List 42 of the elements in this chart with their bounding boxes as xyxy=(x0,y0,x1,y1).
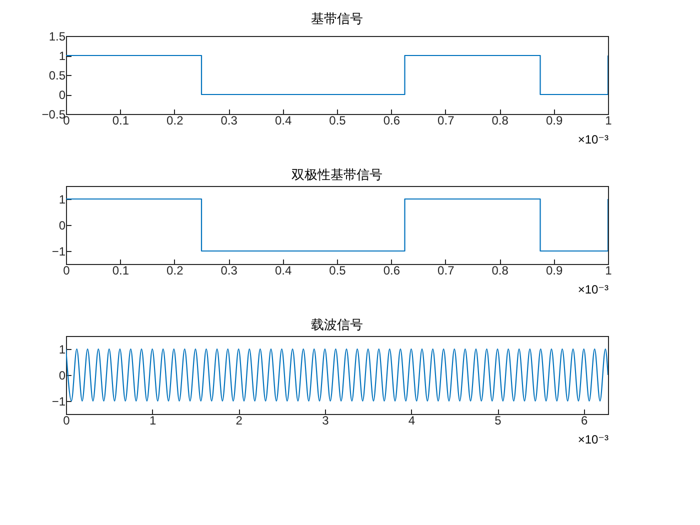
y-tick-label: 1 xyxy=(58,192,66,206)
y-tick-label: 1.5 xyxy=(48,30,66,44)
y-tick-label: 0 xyxy=(58,218,66,232)
x-tick-label: 0.8 xyxy=(492,114,509,128)
x-tick-label: 6 xyxy=(580,414,588,428)
x-tick-label: 0.1 xyxy=(112,264,130,278)
y-tick-label: 1 xyxy=(58,342,66,356)
x-tick-label: 0.8 xyxy=(492,264,509,278)
x-tick-label: 0.1 xyxy=(112,114,130,128)
x-tick-label: 1 xyxy=(605,114,612,128)
text: ×10⁻³ xyxy=(578,432,608,446)
x-tick-label: 0.3 xyxy=(220,114,238,128)
x-tick-label: 0.5 xyxy=(329,114,346,128)
x-tick-label: 3 xyxy=(322,414,330,428)
x-tick-label: 2 xyxy=(236,414,243,428)
text: ×10⁻³ xyxy=(578,132,608,146)
y-tick-label: −1 xyxy=(52,244,66,258)
text: ×10⁻³ xyxy=(578,282,608,296)
x-tick-label: 0.4 xyxy=(274,264,292,278)
x-tick-label: 5 xyxy=(494,414,502,428)
x-tick-label: 0.3 xyxy=(220,264,238,278)
x-tick-label: 1 xyxy=(605,264,612,278)
x-tick-label: 0.9 xyxy=(546,264,563,278)
y-tick-label: 0.5 xyxy=(48,68,66,82)
chart-title: 基带信号 xyxy=(311,11,363,26)
x-tick-label: 0.4 xyxy=(274,114,292,128)
y-tick-label: 0 xyxy=(58,368,66,382)
y-tick-label: 0 xyxy=(58,88,66,102)
chart-title: 双极性基带信号 xyxy=(292,167,382,182)
x-tick-label: 0.7 xyxy=(438,264,455,278)
x-tick-label: 0.7 xyxy=(438,114,455,128)
y-tick-label: −1 xyxy=(52,394,66,408)
x-tick-label: 0.6 xyxy=(383,264,400,278)
x-tick-label: 0.6 xyxy=(383,114,400,128)
x-tick-label: 0.2 xyxy=(166,114,184,128)
x-tick-label: 4 xyxy=(408,414,416,428)
x-tick-label: 1 xyxy=(149,414,156,428)
y-tick-label: 1 xyxy=(58,49,66,63)
x-tick-label: 0.5 xyxy=(329,264,346,278)
chart-title: 载波信号 xyxy=(311,317,363,332)
x-tick-label: 0.9 xyxy=(546,114,563,128)
x-tick-label: 0.2 xyxy=(166,264,184,278)
